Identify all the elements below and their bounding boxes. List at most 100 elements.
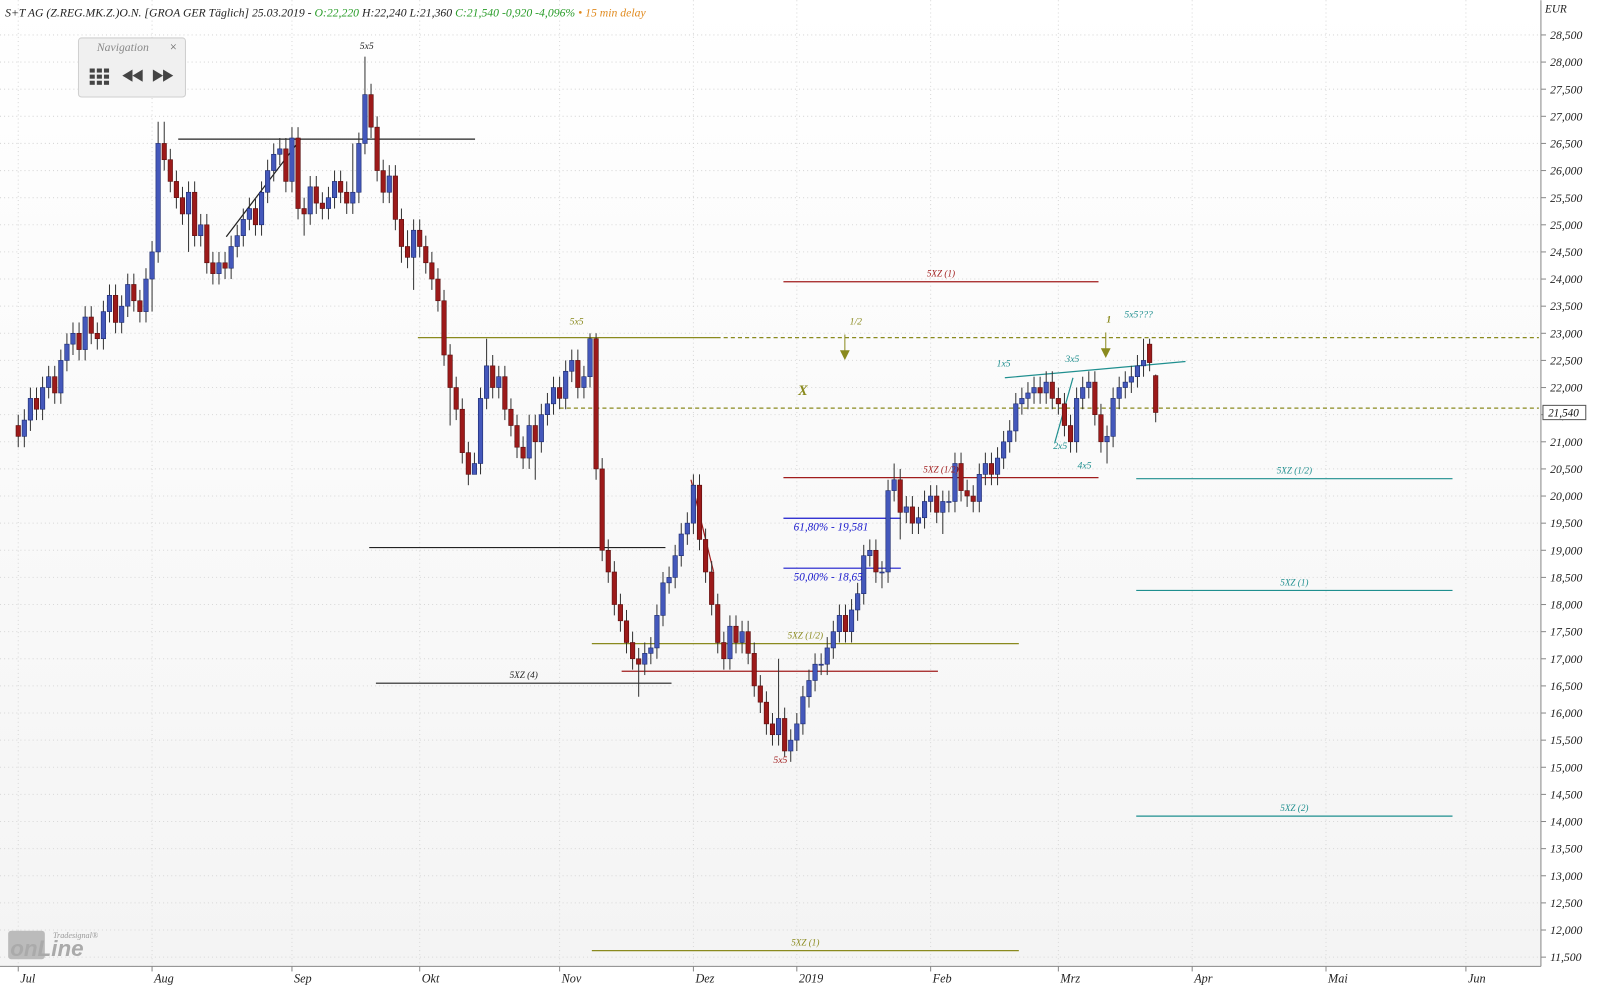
header-part: H:22,240 L:21,360 — [359, 7, 455, 20]
candle-body — [362, 94, 368, 144]
candle-body — [1067, 425, 1074, 443]
y-tick-label: 18,500 — [1550, 571, 1582, 584]
y-tick-label: 28,500 — [1550, 29, 1582, 42]
candle-body — [836, 615, 842, 632]
x-tick-label: Apr — [1193, 972, 1213, 986]
candle-body — [216, 262, 222, 274]
candle-body — [684, 522, 690, 535]
candle-body — [502, 376, 508, 410]
y-tick-label: 22,000 — [1550, 382, 1582, 395]
candle-body — [222, 262, 228, 269]
level-label: 5XZ (1/2) — [1277, 466, 1312, 476]
candle-body — [404, 246, 411, 258]
candle-body — [1104, 436, 1110, 443]
candle-body — [812, 663, 818, 681]
candle-body — [648, 647, 654, 654]
candle-body — [64, 343, 70, 361]
candle-body — [271, 153, 277, 171]
candle-body — [563, 370, 569, 399]
y-tick-label: 27,500 — [1550, 83, 1582, 96]
candle-body — [1122, 381, 1128, 388]
y-tick-label: 13,000 — [1550, 870, 1582, 883]
y-tick-label: 23,000 — [1550, 327, 1582, 340]
candle-body — [593, 338, 599, 470]
candle-body — [155, 143, 161, 253]
y-tick-label: 25,000 — [1550, 219, 1582, 232]
candle-body — [581, 376, 587, 388]
candle-body — [1055, 398, 1061, 405]
nav-close[interactable]: × — [169, 40, 177, 54]
y-tick-label: 19,500 — [1550, 517, 1582, 530]
candle-body — [763, 701, 769, 725]
y-tick-label: 15,500 — [1550, 734, 1582, 747]
y-tick-label: 23,500 — [1550, 300, 1582, 313]
candle-body — [344, 191, 350, 204]
x-tick-label: Okt — [422, 972, 440, 986]
annotation: 5x5 — [570, 317, 584, 328]
level-label: 61,80% - 19,581 — [794, 522, 869, 534]
candle-body — [623, 620, 630, 643]
annotation: 5x5 — [360, 41, 374, 52]
candle-body — [1031, 387, 1037, 394]
candle-body — [21, 419, 27, 437]
candle-body — [477, 398, 484, 464]
candle-body — [350, 191, 356, 204]
level-label: 5XZ (1/2) — [923, 464, 958, 474]
candle-body — [301, 208, 307, 215]
navigation-panel: Navigation × — [77, 37, 186, 98]
level-label: 5XZ (1) — [791, 938, 819, 948]
candle-body — [52, 376, 58, 394]
candle-body — [398, 219, 404, 247]
candle-body — [891, 479, 897, 491]
candle-body — [1147, 343, 1153, 363]
candle-body — [800, 696, 806, 725]
candle-body — [40, 387, 46, 410]
candle-body — [982, 463, 988, 475]
candle-body — [106, 295, 113, 312]
candle-body — [1037, 387, 1043, 394]
candle-body — [922, 501, 928, 519]
candle-body — [897, 479, 903, 513]
candle-body — [277, 148, 283, 155]
candle-body — [1013, 403, 1019, 432]
candle-body — [703, 539, 709, 573]
candle-body — [1140, 360, 1147, 367]
candle-body — [666, 577, 672, 584]
candle-body — [1061, 403, 1067, 426]
candle-body — [1098, 414, 1104, 443]
y-tick-label: 19,000 — [1550, 544, 1582, 557]
header-part: S+T AG (Z.REG.MK.Z.)O.N. [GROA GER Tägli… — [5, 7, 314, 20]
candle-body — [903, 506, 909, 513]
candle-body — [1134, 365, 1140, 378]
annotation: 5x5??? — [1124, 310, 1153, 321]
x-tick-label: Mai — [1327, 972, 1348, 986]
logo-text: onLine — [10, 936, 83, 961]
x-tick-label: Nov — [561, 972, 582, 986]
candle-body — [265, 170, 271, 193]
nav-back-button[interactable] — [122, 69, 143, 82]
candle-body — [392, 175, 398, 220]
candle-body — [994, 457, 1001, 475]
candle-body — [429, 262, 435, 280]
candle-body — [453, 387, 459, 410]
candle-body — [1074, 398, 1080, 443]
candle-body — [861, 555, 867, 594]
candle-body — [137, 300, 143, 312]
candle-body — [1092, 381, 1098, 415]
level-label: 5XZ (1/2) — [788, 630, 823, 640]
candle-body — [411, 229, 417, 258]
candle-body — [830, 631, 836, 649]
candle-body — [550, 387, 557, 405]
y-tick-label: 24,500 — [1550, 246, 1582, 259]
level-label: 5XZ (4) — [510, 670, 538, 680]
nav-forward-button[interactable] — [152, 69, 174, 82]
candle-body — [636, 658, 642, 665]
level-label: 5XZ (1) — [1280, 577, 1308, 587]
nav-grid-button[interactable] — [89, 68, 110, 85]
y-tick-label: 16,500 — [1550, 680, 1582, 693]
candle-body — [252, 208, 259, 226]
logo: Tradesignal® onLine — [8, 930, 98, 961]
candle-body — [441, 300, 447, 356]
candle-body — [1153, 375, 1159, 413]
y-tick-label: 15,000 — [1550, 761, 1582, 774]
